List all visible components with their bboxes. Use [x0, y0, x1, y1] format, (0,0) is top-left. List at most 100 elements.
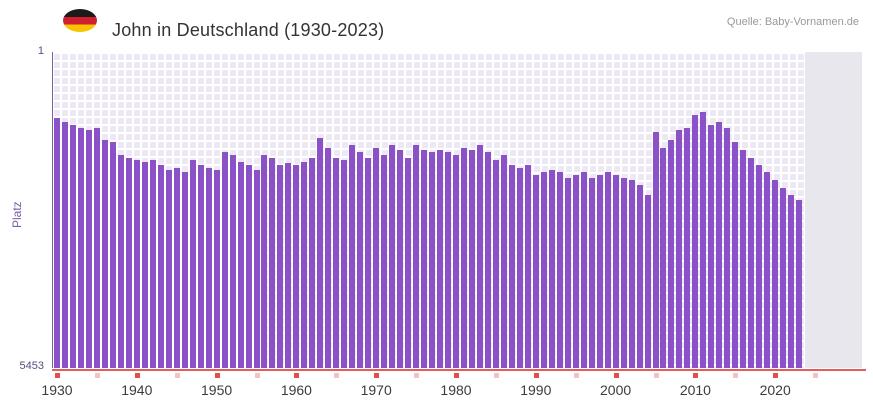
bar-1973[interactable]	[397, 149, 404, 368]
bar-1982[interactable]	[468, 149, 475, 368]
bar-1936[interactable]	[101, 140, 108, 368]
bar-1997[interactable]	[588, 177, 595, 368]
bar-1951[interactable]	[221, 152, 228, 368]
bar-1989[interactable]	[524, 164, 531, 368]
x-tick-1950	[214, 373, 220, 378]
bar-1972[interactable]	[389, 144, 396, 368]
bar-2020[interactable]	[772, 180, 779, 368]
bar-1993[interactable]	[556, 171, 563, 368]
bar-1965[interactable]	[333, 158, 340, 368]
x-tick-2020	[773, 373, 779, 378]
bar-1933[interactable]	[77, 127, 84, 368]
bar-1974[interactable]	[405, 158, 412, 368]
bar-1985[interactable]	[492, 159, 499, 368]
bar-1961[interactable]	[301, 162, 308, 368]
bar-1931[interactable]	[61, 122, 68, 368]
bar-1991[interactable]	[540, 171, 547, 368]
bar-2013[interactable]	[716, 122, 723, 368]
bar-2011[interactable]	[700, 112, 707, 368]
bar-1939[interactable]	[125, 158, 132, 368]
bar-1983[interactable]	[476, 144, 483, 368]
bar-1966[interactable]	[341, 159, 348, 368]
bar-1962[interactable]	[309, 158, 316, 368]
bar-1945[interactable]	[173, 167, 180, 368]
bar-1946[interactable]	[181, 171, 188, 368]
bar-1970[interactable]	[373, 148, 380, 368]
bar-1977[interactable]	[429, 152, 436, 368]
bar-1964[interactable]	[325, 148, 332, 368]
bar-1944[interactable]	[165, 170, 172, 368]
bar-1981[interactable]	[460, 148, 467, 368]
bar-1956[interactable]	[261, 155, 268, 368]
bar-1954[interactable]	[245, 164, 252, 368]
bar-2010[interactable]	[692, 115, 699, 368]
bar-2023[interactable]	[796, 199, 803, 368]
bar-2012[interactable]	[708, 124, 715, 368]
bar-1988[interactable]	[516, 167, 523, 368]
bar-2022[interactable]	[788, 195, 795, 368]
bar-2014[interactable]	[724, 127, 731, 368]
bar-2018[interactable]	[756, 164, 763, 368]
bar-1963[interactable]	[317, 138, 324, 368]
bar-1955[interactable]	[253, 170, 260, 368]
bar-1942[interactable]	[149, 159, 156, 368]
bar-1971[interactable]	[381, 155, 388, 368]
bar-2003[interactable]	[636, 185, 643, 368]
bar-2017[interactable]	[748, 158, 755, 368]
bar-1930[interactable]	[54, 118, 60, 368]
bar-1990[interactable]	[532, 174, 539, 368]
bar-1984[interactable]	[484, 152, 491, 368]
bar-1940[interactable]	[133, 159, 140, 368]
y-axis-min-label: 5453	[19, 360, 44, 372]
bar-2006[interactable]	[660, 148, 667, 368]
bar-2004[interactable]	[644, 195, 651, 368]
bar-1992[interactable]	[548, 170, 555, 368]
bar-1943[interactable]	[157, 164, 164, 368]
bar-2016[interactable]	[740, 149, 747, 368]
bar-2021[interactable]	[780, 188, 787, 368]
bar-1968[interactable]	[357, 152, 364, 368]
bar-2015[interactable]	[732, 141, 739, 368]
bar-1960[interactable]	[293, 164, 300, 368]
bar-1935[interactable]	[93, 127, 100, 368]
source-attribution: Quelle: Baby-Vornamen.de	[726, 16, 859, 28]
bar-1941[interactable]	[141, 162, 148, 368]
bar-1996[interactable]	[580, 171, 587, 368]
bar-1986[interactable]	[500, 155, 507, 368]
bar-1969[interactable]	[365, 158, 372, 368]
bar-2002[interactable]	[628, 180, 635, 368]
bar-2000[interactable]	[612, 174, 619, 368]
bar-1932[interactable]	[69, 124, 76, 368]
bar-1994[interactable]	[564, 177, 571, 368]
bar-1995[interactable]	[572, 174, 579, 368]
bar-2007[interactable]	[668, 140, 675, 368]
bar-1953[interactable]	[237, 162, 244, 368]
bar-1950[interactable]	[213, 170, 220, 368]
bar-1949[interactable]	[205, 167, 212, 368]
bar-1976[interactable]	[421, 149, 428, 368]
bar-1957[interactable]	[269, 158, 276, 368]
bar-1938[interactable]	[117, 155, 124, 368]
bar-1959[interactable]	[285, 163, 292, 368]
bar-2008[interactable]	[676, 130, 683, 368]
bar-2001[interactable]	[620, 177, 627, 368]
bar-1980[interactable]	[453, 155, 459, 368]
bar-1998[interactable]	[596, 174, 603, 368]
bar-1952[interactable]	[229, 155, 236, 368]
bar-2019[interactable]	[764, 171, 771, 368]
bar-1978[interactable]	[437, 149, 444, 368]
x-tick-1995	[573, 373, 579, 378]
bar-2009[interactable]	[684, 127, 691, 368]
bar-1947[interactable]	[189, 159, 196, 368]
bar-2005[interactable]	[652, 131, 659, 368]
bar-1979[interactable]	[445, 152, 452, 368]
y-axis-label: Platz	[10, 201, 24, 228]
bar-1987[interactable]	[508, 164, 515, 368]
bar-1967[interactable]	[349, 144, 356, 368]
bar-1975[interactable]	[413, 144, 420, 368]
bar-1958[interactable]	[277, 164, 284, 368]
bar-1937[interactable]	[109, 141, 116, 368]
bar-1948[interactable]	[197, 164, 204, 368]
bar-1934[interactable]	[85, 130, 92, 368]
bar-1999[interactable]	[604, 171, 611, 368]
